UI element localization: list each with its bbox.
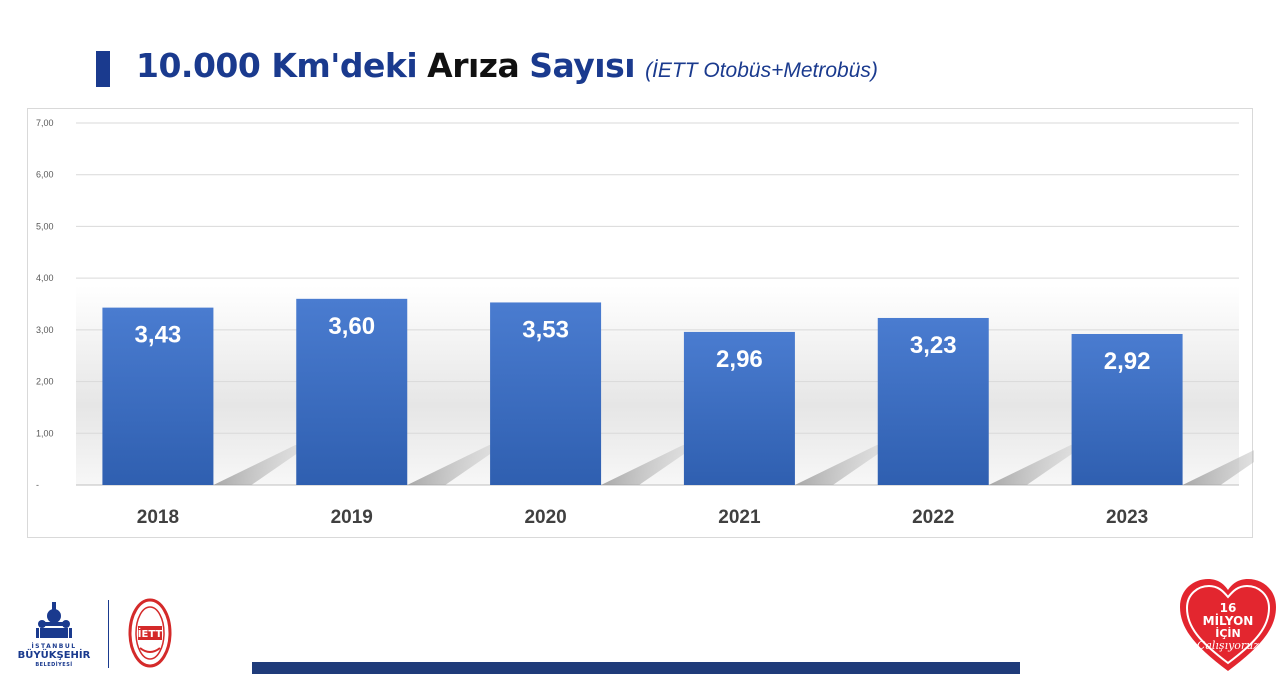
data-label-2023: 2,92 bbox=[1104, 348, 1151, 375]
y-tick-label-0: - bbox=[36, 480, 39, 490]
title-part-2: Arıza bbox=[427, 46, 520, 85]
x-tick-label-2022: 2022 bbox=[912, 507, 954, 528]
bar-shadow-0 bbox=[213, 445, 310, 485]
data-label-2019: 3,60 bbox=[328, 313, 375, 340]
y-tick-label-6: 6,00 bbox=[36, 170, 54, 180]
data-label-2020: 3,53 bbox=[522, 316, 569, 343]
title-part-3: Sayısı bbox=[529, 46, 636, 85]
data-label-2021: 2,96 bbox=[716, 346, 763, 373]
ibb-logo-icon bbox=[36, 602, 72, 638]
y-tick-label-2: 2,00 bbox=[36, 377, 54, 387]
heart-badge-icon: 16 MİLYON İÇİN Çalışıyoruz bbox=[1180, 579, 1276, 671]
bar-shadow-3 bbox=[794, 445, 891, 485]
x-tick-label-2018: 2018 bbox=[137, 507, 179, 528]
data-label-2022: 3,23 bbox=[910, 332, 957, 359]
badge-line-2: MİLYON bbox=[1203, 613, 1254, 628]
y-tick-label-4: 4,00 bbox=[36, 273, 54, 283]
bar-2018 bbox=[102, 307, 214, 485]
title-part-1: 10.000 Km'deki bbox=[136, 46, 418, 85]
bar-chart: - 1,00 2,00 3,00 4,00 5,00 6,00 7,00 3,43 2018 3,… bbox=[36, 118, 1254, 528]
bar-2023 bbox=[1071, 333, 1183, 485]
title-subtitle: (İETT Otobüs+Metrobüs) bbox=[645, 59, 878, 82]
y-tick-label-3: 3,00 bbox=[36, 325, 54, 335]
bar-2022 bbox=[877, 317, 989, 485]
x-tick-label-2023: 2023 bbox=[1106, 507, 1148, 528]
iett-logo-text: İETT bbox=[138, 626, 163, 640]
bar-2021 bbox=[683, 331, 795, 485]
bar-shadow-1 bbox=[407, 445, 504, 485]
x-tick-label-2020: 2020 bbox=[524, 507, 566, 528]
y-tick-label-1: 1,00 bbox=[36, 428, 54, 438]
x-tick-label-2021: 2021 bbox=[718, 507, 761, 528]
bar-shadow-4 bbox=[988, 445, 1085, 485]
y-tick-label-5: 5,00 bbox=[36, 221, 54, 231]
x-tick-label-2019: 2019 bbox=[331, 507, 373, 528]
bar-shadow-2 bbox=[601, 445, 698, 485]
logo-divider bbox=[108, 600, 109, 668]
bar-shadow-5 bbox=[1182, 450, 1254, 485]
badge-line-4: Çalışıyoruz bbox=[1197, 639, 1259, 652]
ibb-text-line2: BÜYÜKŞEHİR bbox=[17, 650, 91, 661]
ibb-text-line3: BELEDİYESİ bbox=[35, 662, 73, 668]
iett-logo-icon: İETT bbox=[128, 598, 172, 668]
bar-2020 bbox=[490, 302, 602, 485]
data-label-2018: 3,43 bbox=[135, 322, 182, 349]
badge-line-1: 16 bbox=[1220, 601, 1237, 615]
plot-background bbox=[76, 123, 1239, 485]
y-tick-label-7: 7,00 bbox=[36, 118, 54, 128]
chart-title: 10.000 Km'deki Arıza Sayısı (İETT Otobüs… bbox=[136, 46, 878, 90]
footer-bar bbox=[252, 662, 1020, 674]
chart-frame: - 1,00 2,00 3,00 4,00 5,00 6,00 7,00 3,43 2018 3,… bbox=[27, 108, 1254, 538]
bar-2019 bbox=[296, 298, 408, 485]
ibb-text-line1: İSTANBUL bbox=[31, 643, 77, 650]
badge-line-3: İÇİN bbox=[1215, 626, 1240, 640]
title-marker bbox=[96, 51, 110, 87]
